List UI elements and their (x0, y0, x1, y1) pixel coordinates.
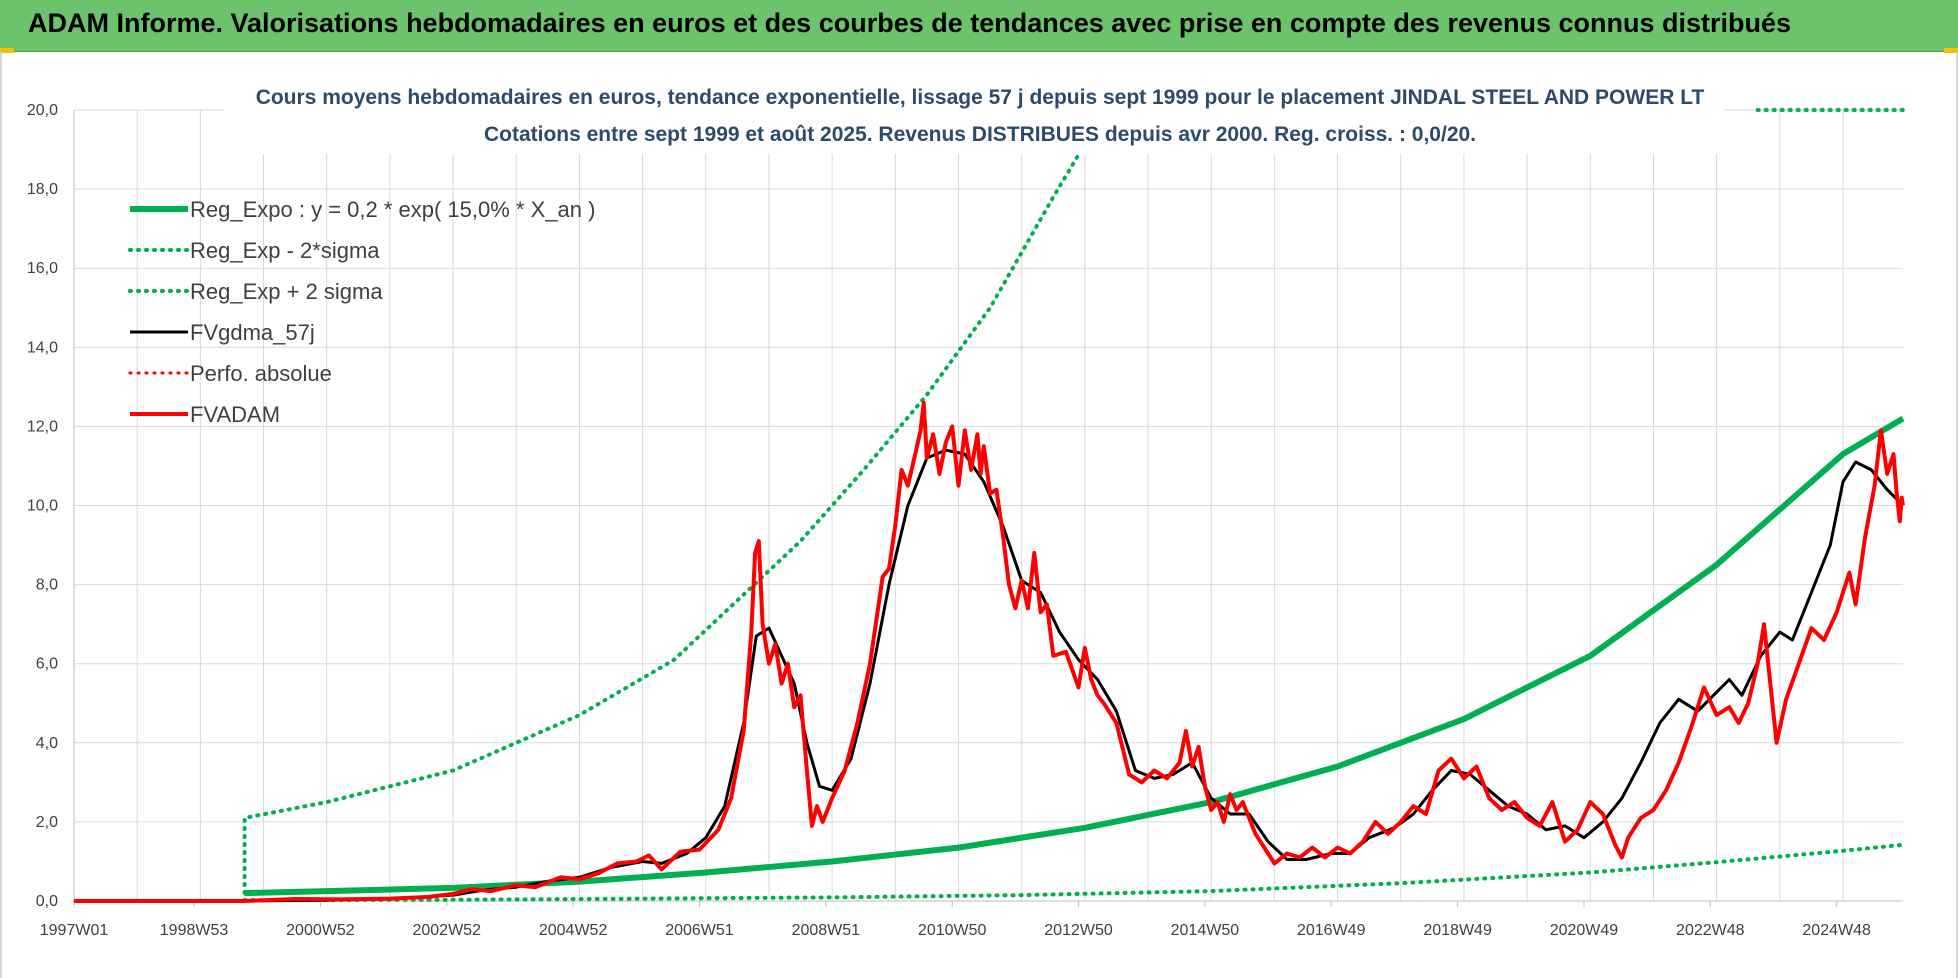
x-tick-label: 2006W51 (665, 922, 734, 939)
legend-entry: FVgdma_57j (190, 320, 315, 345)
banner-corner-right (1944, 48, 1958, 53)
x-tick-label: 2002W52 (412, 922, 481, 939)
chart-series (74, 108, 1905, 903)
y-tick-label: 12,0 (27, 418, 58, 435)
y-tick-label: 10,0 (27, 498, 58, 515)
series-line-fvgdma-57j (74, 448, 1905, 903)
x-tick-label: 2008W51 (792, 922, 861, 939)
x-tick-label: 1998W53 (160, 922, 229, 939)
banner-corner-left (0, 48, 14, 53)
series-line-reg-exp-2-sigma (242, 108, 1109, 903)
title-backdrop (225, 80, 1725, 154)
x-tick-label: 2016W49 (1297, 922, 1366, 939)
legend-entry: Reg_Expo : y = 0,2 * exp( 15,0% * X_an ) (190, 197, 595, 222)
x-tick-label: 2020W49 (1550, 922, 1619, 939)
chart-title: Cours moyens hebdomadaires en euros, ten… (256, 86, 1705, 109)
x-tick-label: 2010W50 (918, 922, 987, 939)
series-line-fvadam (74, 400, 1905, 903)
legend-entry: Perfo. absolue (190, 361, 332, 386)
x-axis-tick-labels: 1997W01 1998W53 2000W52 2002W52 2004W52 2006W… (40, 901, 1871, 939)
y-tick-label: 2,0 (36, 814, 58, 831)
series-line-reg-exp-2-sigma (242, 842, 1905, 903)
x-tick-label: 1997W01 (40, 922, 109, 939)
legend-entry: Reg_Exp - 2*sigma (190, 238, 380, 263)
x-tick-label: 2000W52 (286, 922, 355, 939)
y-tick-label: 0,0 (36, 893, 58, 910)
x-tick-label: 2024W48 (1802, 922, 1871, 939)
chart-frame (0, 52, 1958, 978)
y-tick-label: 4,0 (36, 735, 58, 752)
y-tick-label: 16,0 (27, 260, 58, 277)
header-title: ADAM Informe. Valorisations hebdomadaire… (28, 8, 1792, 38)
x-tick-label: 2022W48 (1676, 922, 1745, 939)
header-banner: ADAM Informe. Valorisations hebdomadaire… (0, 0, 1958, 52)
legend-entry: Reg_Exp + 2 sigma (190, 279, 383, 304)
x-tick-label: 2004W52 (539, 922, 608, 939)
legend-entry: FVADAM (190, 402, 280, 427)
y-tick-label: 8,0 (36, 577, 58, 594)
chart-subtitle: Cotations entre sept 1999 et août 2025. … (484, 123, 1476, 146)
y-axis-tick-labels: 0,0 2,0 4,0 6,0 8,0 10,0 12,0 14,0 16,0 18,0 20,0 (27, 102, 58, 910)
y-tick-label: 18,0 (27, 181, 58, 198)
y-tick-label: 14,0 (27, 339, 58, 356)
y-tick-label: 20,0 (27, 102, 58, 119)
x-tick-label: 2012W50 (1044, 922, 1113, 939)
x-tick-label: 2014W50 (1171, 922, 1240, 939)
chart-legend: Reg_Expo : y = 0,2 * exp( 15,0% * X_an )… (128, 197, 595, 427)
y-tick-label: 6,0 (36, 656, 58, 673)
grid-lines (73, 109, 1903, 902)
x-tick-label: 2018W49 (1423, 922, 1492, 939)
